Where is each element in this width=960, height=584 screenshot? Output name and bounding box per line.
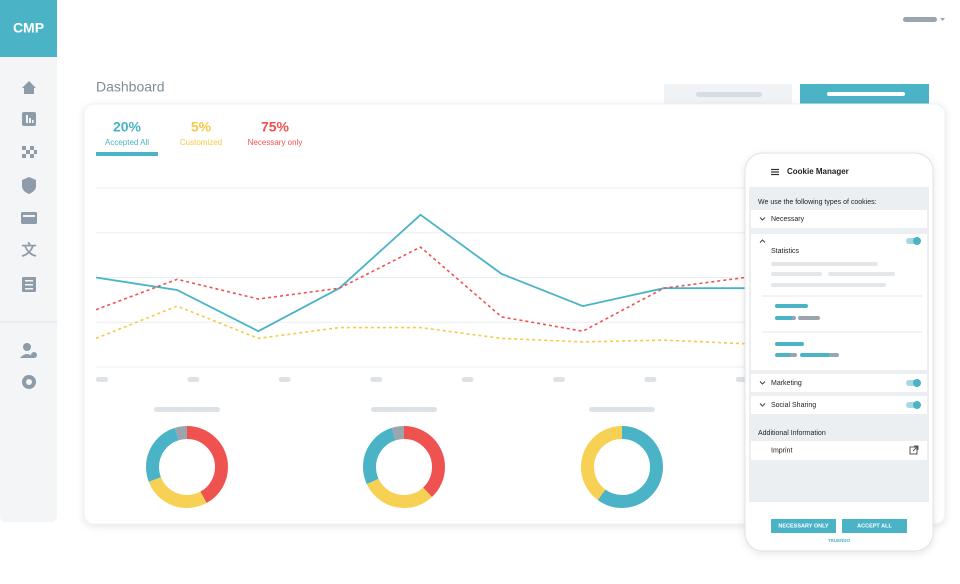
chevron	[759, 239, 766, 243]
section-row[interactable]	[751, 396, 927, 414]
text-placeholder	[771, 283, 886, 287]
line-series	[95, 246, 746, 333]
text-placeholder	[829, 353, 839, 357]
imprint-row[interactable]	[751, 441, 927, 460]
text-placeholder	[775, 342, 804, 346]
stat-value[interactable]: 20%	[113, 119, 142, 135]
user-menu[interactable]	[903, 17, 937, 22]
text-placeholder	[792, 316, 796, 320]
dashboard-card	[83, 103, 946, 525]
tab-placeholder	[696, 92, 762, 97]
text-placeholder	[771, 262, 878, 266]
shield-icon[interactable]	[22, 177, 36, 194]
text-placeholder	[798, 316, 820, 320]
line-chart	[95, 187, 748, 382]
donut-title-placeholder	[589, 407, 655, 412]
donut-title-placeholder	[154, 407, 220, 412]
external-link-icon	[909, 445, 919, 455]
stat-value[interactable]: 75%	[261, 119, 290, 135]
toggle-knob[interactable]	[913, 401, 921, 409]
stat-label[interactable]: Customized	[180, 138, 222, 147]
translate-icon[interactable]: 文	[21, 241, 37, 259]
window-icon[interactable]	[21, 212, 37, 224]
cm-button[interactable]	[771, 519, 836, 533]
logo-box[interactable]	[0, 0, 57, 57]
chevron	[759, 403, 766, 407]
chevron	[759, 217, 766, 221]
sidebar	[0, 0, 57, 522]
cm-button-label: NECESSARY ONLY	[778, 523, 829, 529]
x-label-placeholder	[553, 377, 565, 382]
home-icon[interactable]	[22, 81, 36, 94]
x-label-placeholder	[644, 377, 657, 382]
toggle-knob[interactable]	[913, 237, 921, 245]
grid-icon[interactable]	[22, 146, 37, 158]
text-placeholder	[771, 272, 822, 276]
user-icon[interactable]	[23, 343, 31, 351]
donut-segment[interactable]	[363, 426, 445, 508]
cm-intro: We use the following types of cookies:	[758, 199, 877, 206]
x-label-placeholder	[370, 377, 383, 382]
donut-segment[interactable]	[146, 426, 228, 508]
section-label: Statistics	[771, 248, 800, 255]
chevron	[759, 381, 766, 385]
section-row[interactable]	[751, 374, 927, 392]
brand: TRUENDO	[828, 538, 851, 543]
donut-segment[interactable]	[581, 426, 663, 508]
section-label: Necessary	[771, 216, 805, 223]
line-series	[95, 305, 746, 345]
text-placeholder	[790, 353, 797, 357]
cm-title: Cookie Manager	[787, 167, 849, 176]
text-placeholder	[775, 316, 795, 320]
x-label-placeholder	[278, 377, 291, 382]
cm-button-label: ACCEPT ALL	[857, 523, 892, 529]
cm-button[interactable]	[842, 519, 907, 533]
stat-underline	[96, 152, 158, 156]
donut-charts	[146, 407, 663, 508]
x-label-placeholder	[187, 377, 200, 382]
cm-footer	[749, 502, 929, 546]
line-series	[95, 213, 745, 333]
menu-icon[interactable]	[771, 168, 779, 176]
toggle-knob[interactable]	[913, 379, 921, 387]
logo: CMP	[13, 20, 44, 36]
text-placeholder	[775, 304, 808, 308]
x-label-placeholder	[461, 377, 474, 382]
cm-additional: Additional Information	[758, 430, 826, 437]
section-row[interactable]	[751, 210, 927, 228]
user-menu-caret	[940, 18, 945, 21]
donut-segment[interactable]	[146, 426, 228, 508]
imprint: Imprint	[771, 447, 792, 454]
section-label: Social Sharing	[771, 402, 816, 409]
cm-header	[749, 158, 929, 187]
tab-placeholder	[827, 92, 905, 96]
donut-segment[interactable]	[146, 426, 228, 508]
section-label: Marketing	[771, 380, 802, 387]
section-row[interactable]	[751, 234, 927, 370]
donut-title-placeholder	[371, 407, 437, 412]
x-label-placeholder	[96, 377, 108, 382]
page-title: Dashboard	[96, 79, 165, 95]
text-placeholder	[800, 353, 831, 357]
donut-segment[interactable]	[363, 426, 445, 508]
stat-label[interactable]: Necessary only	[248, 138, 303, 147]
stat-label[interactable]: Accepted All	[105, 138, 149, 147]
text-placeholder	[828, 272, 895, 276]
cm-buttons: NECESSARY ONLY ACCEPT ALL	[771, 519, 907, 533]
text-placeholder	[775, 353, 793, 357]
cookie-sections: Necessary Statistics Marketing Social Shari…	[751, 210, 927, 414]
stat-value[interactable]: 5%	[191, 119, 212, 135]
donut-segment[interactable]	[363, 426, 445, 508]
